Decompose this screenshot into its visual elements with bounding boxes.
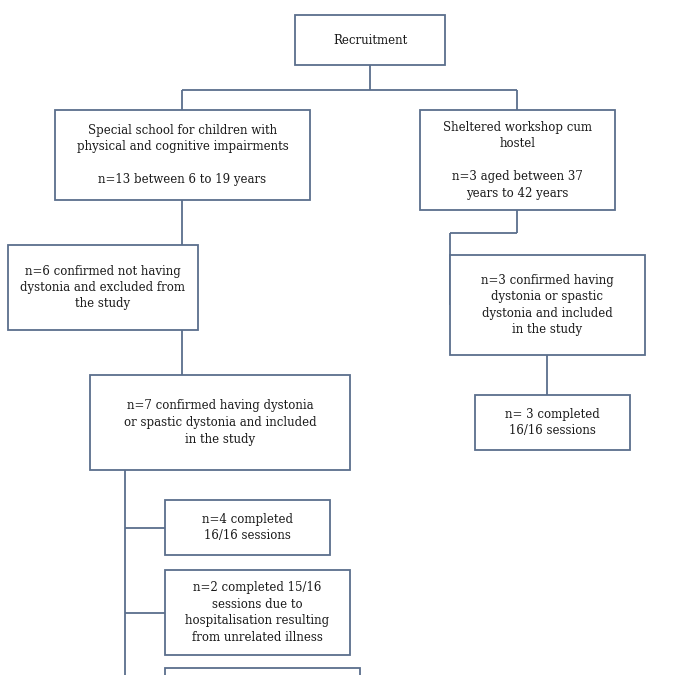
Text: n=3 confirmed having
dystonia or spastic
dystonia and included
in the study: n=3 confirmed having dystonia or spastic… xyxy=(481,274,614,336)
FancyBboxPatch shape xyxy=(90,375,350,470)
FancyBboxPatch shape xyxy=(295,15,445,65)
FancyBboxPatch shape xyxy=(165,500,330,555)
FancyBboxPatch shape xyxy=(475,395,630,450)
Text: n=4 completed
16/16 sessions: n=4 completed 16/16 sessions xyxy=(202,513,293,542)
Text: Sheltered workshop cum
hostel

n=3 aged between 37
years to 42 years: Sheltered workshop cum hostel n=3 aged b… xyxy=(443,121,592,200)
FancyBboxPatch shape xyxy=(165,570,350,655)
FancyBboxPatch shape xyxy=(450,255,645,355)
Text: Recruitment: Recruitment xyxy=(333,34,407,47)
Text: n= 3 completed
16/16 sessions: n= 3 completed 16/16 sessions xyxy=(505,408,600,437)
FancyBboxPatch shape xyxy=(165,668,360,675)
FancyBboxPatch shape xyxy=(420,110,615,210)
FancyBboxPatch shape xyxy=(8,245,198,330)
Text: Special school for children with
physical and cognitive impairments

n=13 betwee: Special school for children with physica… xyxy=(77,124,288,186)
Text: n=6 confirmed not having
dystonia and excluded from
the study: n=6 confirmed not having dystonia and ex… xyxy=(21,265,186,310)
Text: n=2 completed 15/16
sessions due to
hospitalisation resulting
from unrelated ill: n=2 completed 15/16 sessions due to hosp… xyxy=(186,581,329,644)
FancyBboxPatch shape xyxy=(55,110,310,200)
Text: n=7 confirmed having dystonia
or spastic dystonia and included
in the study: n=7 confirmed having dystonia or spastic… xyxy=(124,400,316,446)
